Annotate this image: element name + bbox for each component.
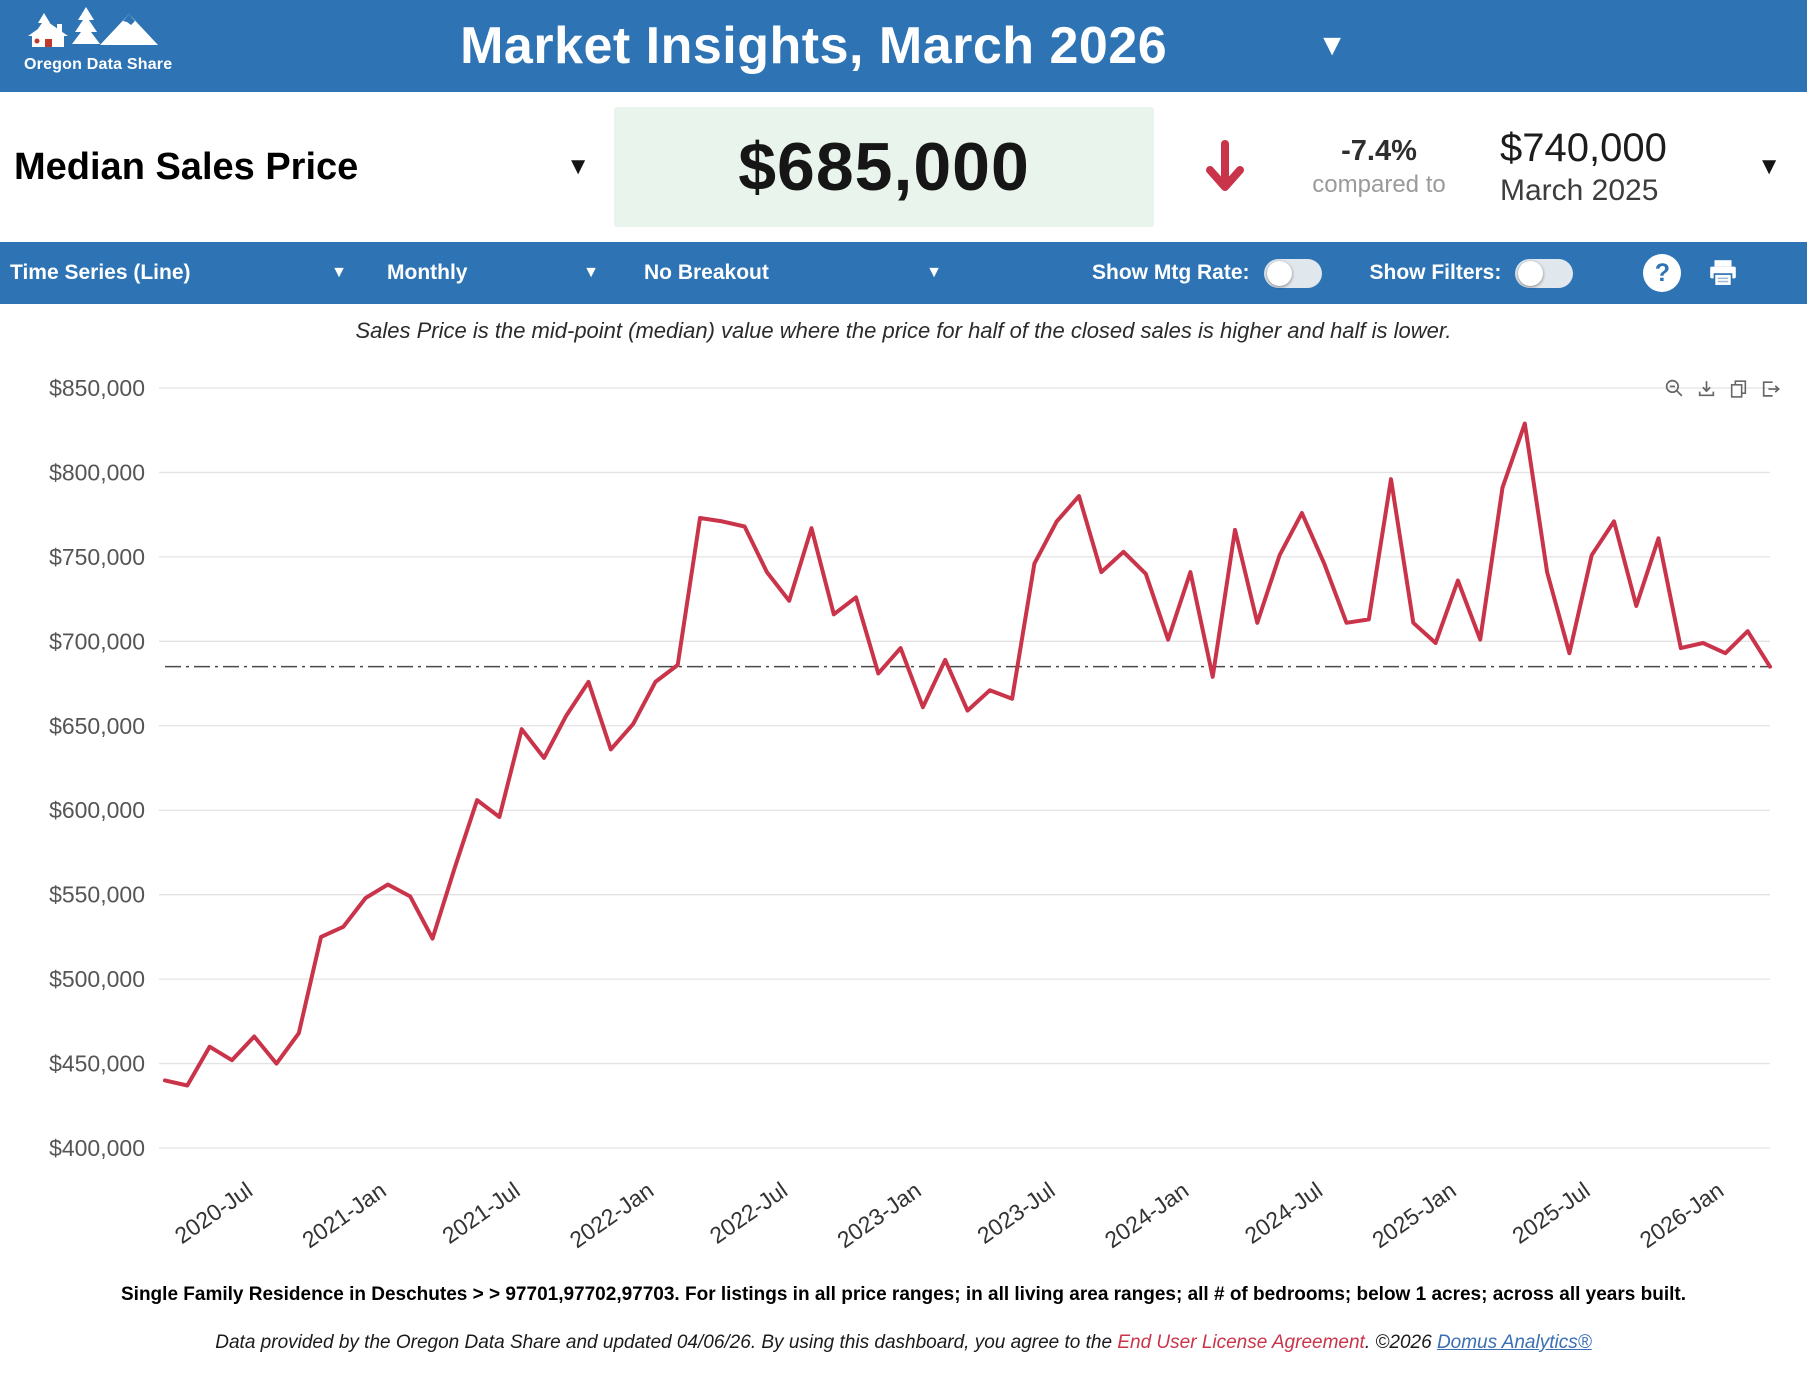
frequency-caret-icon: ▼ [583,264,599,281]
compare-values: $740,000 March 2025 [1500,126,1667,208]
chart-mode-bar [1664,378,1781,399]
page-title: Market Insights, March 2026 [460,17,1168,75]
filters-label: Show Filters: [1369,261,1502,284]
print-button[interactable] [1707,258,1739,288]
x-tick-label: 2024-Jan [1100,1177,1193,1253]
mtg-rate-label: Show Mtg Rate: [1092,261,1250,284]
breakout-select[interactable]: No Breakout ▼ [644,261,942,285]
filters-toggle[interactable] [1515,258,1574,288]
down-arrow-icon [1202,138,1248,196]
filter-summary: Single Family Residence in Deschutes > >… [121,1284,1686,1305]
print-icon [1710,260,1737,287]
copy-icon[interactable] [1728,378,1749,399]
compare-period: March 2025 [1500,174,1659,207]
y-tick-label: $400,000 [49,1135,145,1161]
metric-dropdown-caret-icon: ▼ [566,153,590,180]
compare-period-select[interactable]: $740,000 March 2025 ▼ [1500,126,1807,208]
chart-canvas[interactable]: $400,000 $450,000 $500,000 $550,000 $600,000… [0,348,1807,1268]
logo-text: Oregon Data Share [24,56,173,73]
price-line [163,421,1772,1088]
title-wrap: Market Insights, March 2026 ▼ [460,16,1347,76]
attribution-text-mid: . ©2026 [1364,1332,1437,1353]
mtg-rate-toggle[interactable] [1263,258,1322,288]
logo: Oregon Data Share [24,5,174,74]
chart-type-caret-icon: ▼ [331,264,347,281]
y-tick-label: $800,000 [49,459,145,485]
domus-link[interactable]: Domus Analytics® [1436,1332,1592,1353]
help-button[interactable]: ? [1643,254,1682,292]
chart-type-label: Time Series (Line) [10,261,191,284]
x-tick-label: 2023-Jul [972,1177,1059,1249]
chart-type-select[interactable]: Time Series (Line) ▼ [10,261,347,285]
y-tick-label: $500,000 [49,966,145,992]
filters-group: Show Filters: [1369,258,1574,288]
x-tick-label: 2023-Jan [832,1177,925,1253]
frequency-select[interactable]: Monthly ▼ [387,261,599,285]
x-tick-label: 2022-Jul [705,1177,792,1249]
x-tick-label: 2020-Jul [170,1177,257,1249]
y-tick-label: $700,000 [49,628,145,654]
x-tick-label: 2025-Jul [1507,1177,1594,1249]
y-tick-label: $450,000 [49,1051,145,1077]
oregon-data-share-logo-icon [28,7,158,47]
x-tick-label: 2025-Jan [1367,1177,1460,1253]
zoom-icon[interactable] [1664,378,1685,399]
metric-value: $685,000 [738,129,1030,205]
export-icon[interactable] [1760,378,1781,399]
change-percent: -7.4% [1341,135,1417,167]
metric-select[interactable]: Median Sales Price ▼ [0,146,590,189]
y-tick-label: $850,000 [49,375,145,401]
compare-value: $740,000 [1500,126,1667,170]
header: Oregon Data Share Market Insights, March… [0,0,1807,92]
x-tick-label: 2024-Jul [1240,1177,1327,1249]
metric-row: Median Sales Price ▼ $685,000 -7.4% comp… [0,92,1807,242]
breakout-caret-icon: ▼ [926,264,942,281]
compared-to-label: compared to [1312,171,1446,198]
chart-toolbar: Time Series (Line) ▼ Monthly ▼ No Breako… [0,242,1807,304]
y-tick-label: $650,000 [49,713,145,739]
x-tick-label: 2021-Jul [437,1177,524,1249]
compare-dropdown-caret-icon: ▼ [1757,153,1781,180]
attribution-line: Data provided by the Oregon Data Share a… [0,1332,1807,1354]
y-tick-label: $750,000 [49,544,145,570]
chart: $400,000 $450,000 $500,000 $550,000 $600,000… [0,348,1807,1268]
attribution-text-before: Data provided by the Oregon Data Share a… [215,1332,1118,1353]
change-block: -7.4% compared to [1274,135,1484,199]
mtg-rate-group: Show Mtg Rate: [1092,258,1322,288]
mtg-rate-toggle-knob [1266,260,1292,286]
y-tick-label: $550,000 [49,882,145,908]
eula-link[interactable]: End User License Agreement [1117,1332,1365,1353]
download-icon[interactable] [1696,378,1717,399]
y-tick-label: $600,000 [49,797,145,823]
filters-toggle-knob [1518,260,1544,286]
x-tick-label: 2021-Jan [297,1177,390,1253]
x-tick-label: 2022-Jan [565,1177,658,1253]
help-icon: ? [1654,258,1670,287]
frequency-label: Monthly [387,261,468,284]
title-dropdown-caret-icon[interactable]: ▼ [1317,29,1347,62]
x-tick-label: 2026-Jan [1635,1177,1728,1253]
breakout-label: No Breakout [644,261,769,284]
metric-value-box: $685,000 [614,107,1154,227]
chart-description: Sales Price is the mid-point (median) va… [355,318,1452,343]
metric-name: Median Sales Price [14,145,359,188]
